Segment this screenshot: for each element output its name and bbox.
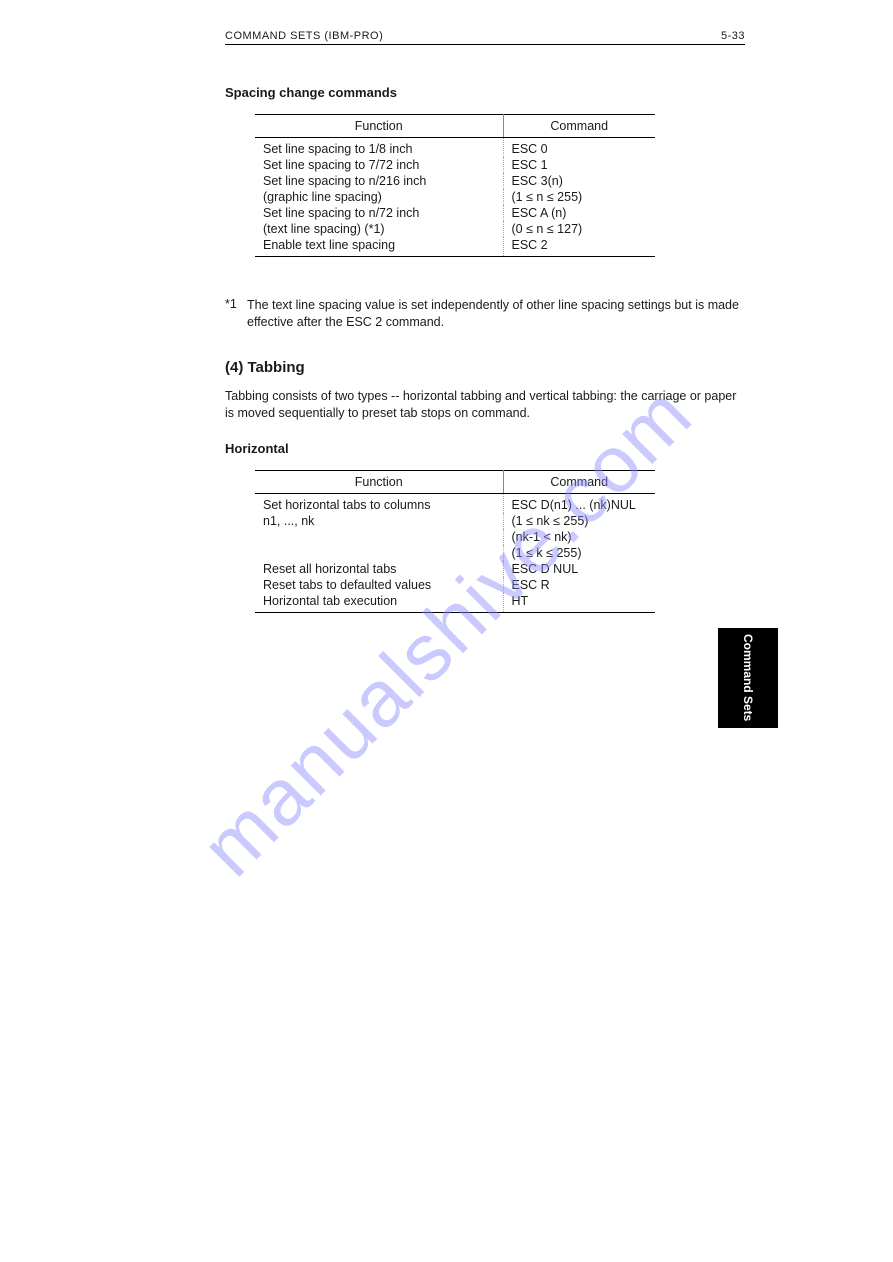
footnote: *1 The text line spacing value is set in…: [225, 297, 745, 331]
cell: ESC 3(n): [503, 173, 655, 189]
cell: Set horizontal tabs to columns: [255, 493, 503, 513]
footnote-mark: *1: [225, 297, 247, 331]
tabbing-para: Tabbing consists of two types -- horizon…: [225, 388, 745, 423]
cell: [255, 529, 503, 545]
cell: (1 ≤ k ≤ 255): [503, 545, 655, 561]
col-function: Function: [255, 115, 503, 138]
horizontal-heading: Horizontal: [225, 441, 745, 456]
table-row: Set line spacing to 1/8 inchESC 0: [255, 138, 655, 158]
table-row: (nk-1 < nk): [255, 529, 655, 545]
cell: Enable text line spacing: [255, 237, 503, 257]
table-row: Set line spacing to n/216 inchESC 3(n): [255, 173, 655, 189]
cell: Horizontal tab execution: [255, 593, 503, 613]
footnote-text: The text line spacing value is set indep…: [247, 297, 745, 331]
col-command: Command: [503, 470, 655, 493]
cell: n1, ..., nk: [255, 513, 503, 529]
cell: (text line spacing) (*1): [255, 221, 503, 237]
cell: ESC 2: [503, 237, 655, 257]
side-tab: Command Sets: [718, 628, 778, 728]
spacing-table: Function Command Set line spacing to 1/8…: [255, 114, 655, 257]
page-content: COMMAND SETS (IBM-PRO) 5-33 Spacing chan…: [225, 30, 745, 613]
table-row: Enable text line spacingESC 2: [255, 237, 655, 257]
table-row: Reset all horizontal tabsESC D NUL: [255, 561, 655, 577]
cell: ESC A (n): [503, 205, 655, 221]
tabbing-title: (4) Tabbing: [225, 359, 745, 376]
table-row: (graphic line spacing)(1 ≤ n ≤ 255): [255, 189, 655, 205]
cell: Set line spacing to 7/72 inch: [255, 157, 503, 173]
cell: Set line spacing to 1/8 inch: [255, 138, 503, 158]
cell: (0 ≤ n ≤ 127): [503, 221, 655, 237]
table-row: Reset tabs to defaulted valuesESC R: [255, 577, 655, 593]
cell: (graphic line spacing): [255, 189, 503, 205]
table-row: Horizontal tab executionHT: [255, 593, 655, 613]
table-row: Set line spacing to n/72 inchESC A (n): [255, 205, 655, 221]
page-header: COMMAND SETS (IBM-PRO) 5-33: [225, 30, 745, 45]
cell: [255, 545, 503, 561]
table-row: Set line spacing to 7/72 inchESC 1: [255, 157, 655, 173]
cell: Reset tabs to defaulted values: [255, 577, 503, 593]
table-row: Set horizontal tabs to columnsESC D(n1) …: [255, 493, 655, 513]
cell: ESC D(n1) ... (nk)NUL: [503, 493, 655, 513]
cell: (1 ≤ nk ≤ 255): [503, 513, 655, 529]
cell: ESC D NUL: [503, 561, 655, 577]
table-row: (1 ≤ k ≤ 255): [255, 545, 655, 561]
header-left: COMMAND SETS (IBM-PRO): [225, 30, 383, 42]
spacing-heading: Spacing change commands: [225, 85, 745, 100]
cell: ESC 0: [503, 138, 655, 158]
table-row: n1, ..., nk(1 ≤ nk ≤ 255): [255, 513, 655, 529]
cell: ESC 1: [503, 157, 655, 173]
cell: (nk-1 < nk): [503, 529, 655, 545]
header-right: 5-33: [721, 30, 745, 42]
cell: Reset all horizontal tabs: [255, 561, 503, 577]
col-command: Command: [503, 115, 655, 138]
cell: Set line spacing to n/72 inch: [255, 205, 503, 221]
cell: HT: [503, 593, 655, 613]
cell: Set line spacing to n/216 inch: [255, 173, 503, 189]
col-function: Function: [255, 470, 503, 493]
horizontal-table: Function Command Set horizontal tabs to …: [255, 470, 655, 613]
cell: (1 ≤ n ≤ 255): [503, 189, 655, 205]
table-row: (text line spacing) (*1)(0 ≤ n ≤ 127): [255, 221, 655, 237]
cell: ESC R: [503, 577, 655, 593]
